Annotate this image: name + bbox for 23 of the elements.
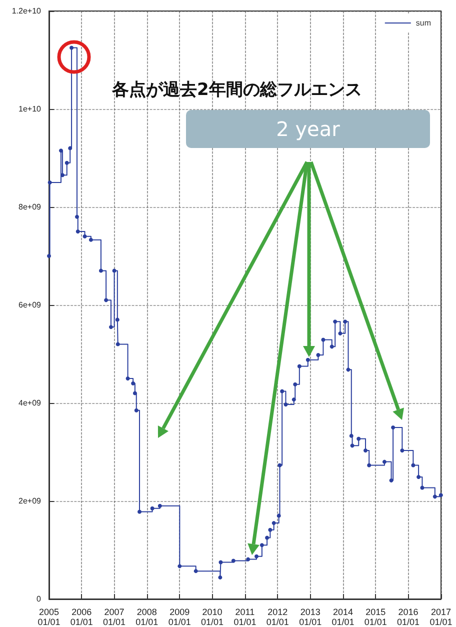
x-tick-label: 2014 01/01 xyxy=(332,607,354,627)
x-tick-label: 2007 01/01 xyxy=(103,607,126,627)
x-tick-label: 2009 01/01 xyxy=(168,607,191,627)
x-tick-label: 2005 01/01 xyxy=(38,607,60,627)
y-tick-label: 1e+10 xyxy=(18,104,42,114)
y-tick-label: 8e+09 xyxy=(18,202,42,212)
y-tick-label: 0 xyxy=(36,594,42,604)
x-tick-label: 2016 01/01 xyxy=(397,607,420,627)
y-tick-label: 6e+09 xyxy=(18,300,42,310)
y-tick-label: 4e+09 xyxy=(18,398,42,408)
x-tick-label: 2011 01/01 xyxy=(234,607,256,627)
x-tick-label: 2010 01/01 xyxy=(201,607,224,627)
x-tick-label: 2006 01/01 xyxy=(70,607,93,627)
annotation: 各点が過去2年間の総フルエンス xyxy=(111,80,362,100)
y-tick-label: 2e+09 xyxy=(18,496,42,506)
x-tick-label: 2015 01/01 xyxy=(364,607,387,627)
x-tick-label: 2012 01/01 xyxy=(266,607,289,627)
annotation: 2 year xyxy=(276,117,341,141)
x-tick-label: 2017 01/01 xyxy=(430,607,452,627)
x-tick-label: 2013 01/01 xyxy=(299,607,322,627)
legend-label: sum xyxy=(416,18,432,28)
y-tick-label: 1.2e+10 xyxy=(12,6,42,16)
x-tick-label: 2008 01/01 xyxy=(136,607,158,627)
